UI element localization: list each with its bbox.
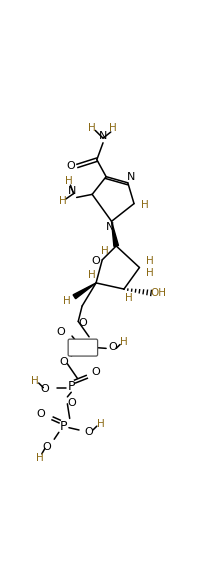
Polygon shape [73,283,96,298]
Text: H: H [31,376,39,387]
Text: H: H [102,246,109,256]
Text: H: H [120,337,128,347]
Text: O: O [66,161,75,171]
Text: O: O [42,442,51,452]
Text: O: O [68,398,76,408]
Text: H: H [59,196,67,206]
Text: N: N [68,186,76,196]
Text: N: N [106,223,114,232]
Text: N: N [127,172,135,182]
Text: O: O [91,367,100,377]
Text: H: H [36,453,44,463]
Polygon shape [111,222,118,246]
Text: O: O [84,426,93,436]
Text: O: O [37,409,45,419]
Text: H: H [63,296,70,306]
Text: P: P [60,420,67,433]
Text: H: H [141,200,149,210]
Text: H: H [126,293,133,304]
Text: N: N [99,131,107,141]
Text: H: H [147,256,154,266]
Text: P: P [68,380,75,393]
Text: H: H [109,123,117,133]
Text: H: H [97,419,105,429]
Text: O: O [59,357,68,367]
Text: O: O [78,318,87,328]
Text: O: O [56,327,65,337]
Text: O: O [92,256,100,266]
Text: H: H [65,176,73,186]
Text: Abs: Abs [74,343,92,353]
Text: O: O [109,342,117,352]
Text: OH: OH [151,288,167,298]
Text: O: O [41,384,49,394]
FancyBboxPatch shape [68,339,98,356]
Text: H: H [88,270,96,280]
Text: H: H [147,268,154,278]
Text: H: H [88,123,96,133]
